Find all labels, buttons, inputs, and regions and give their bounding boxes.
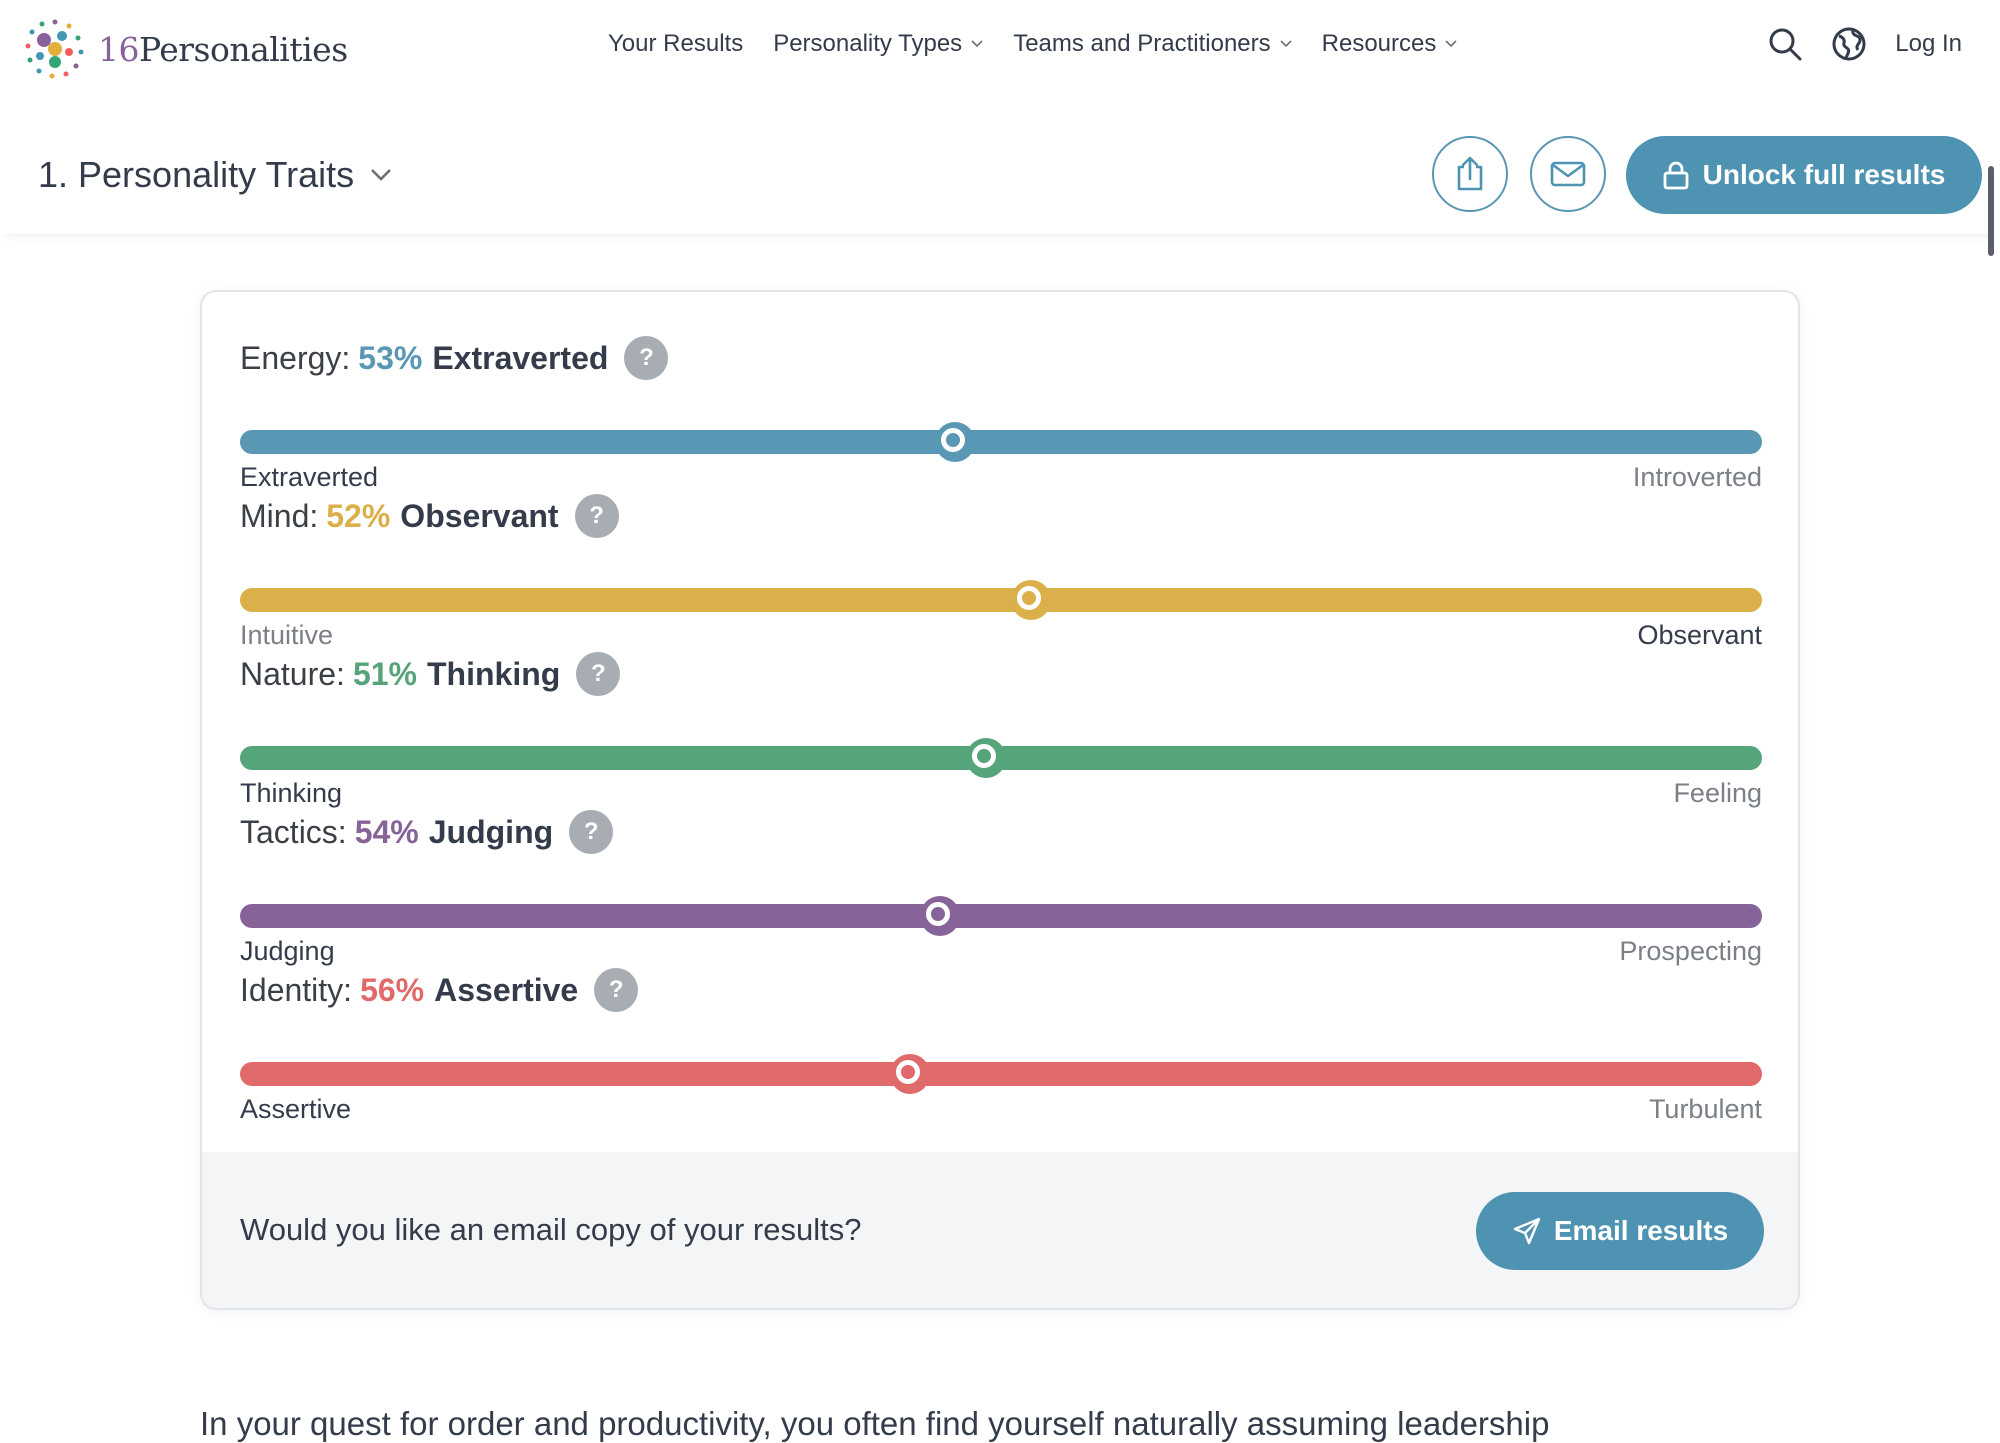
- share-icon: [1457, 156, 1483, 191]
- chevron-down-icon: [1445, 40, 1457, 48]
- trait-left-pole: Judging: [240, 936, 335, 966]
- trait-name: Identity:: [240, 971, 353, 1008]
- nav-personality-types[interactable]: Personality Types: [773, 30, 983, 58]
- nav-your-results[interactable]: Your Results: [608, 30, 743, 58]
- nav-teams-practitioners[interactable]: Teams and Practitioners: [1013, 30, 1292, 58]
- section-header-bar: 1. Personality Traits Unlock full result…: [0, 98, 2000, 234]
- trait-heading: Identity: 56% Assertive ?: [240, 962, 639, 1018]
- trait-heading: Tactics: 54% Judging ?: [240, 804, 614, 860]
- trait-tactics: Tactics: 54% Judging ? Judging Prospecti…: [240, 804, 1762, 966]
- trait-type: Observant: [400, 497, 559, 534]
- share-button[interactable]: [1432, 136, 1508, 212]
- trait-type: Extraverted: [432, 339, 609, 376]
- mail-icon: [1550, 161, 1586, 187]
- help-icon[interactable]: ?: [576, 652, 621, 696]
- trait-name: Mind:: [240, 497, 319, 534]
- trait-left-pole: Assertive: [240, 1094, 352, 1124]
- trait-energy: Energy: 53% Extraverted ? Extraverted In…: [240, 330, 1762, 492]
- log-in-link[interactable]: Log In: [1895, 30, 1962, 57]
- trait-slider-track: [240, 896, 1762, 936]
- results-intro-paragraph: In your quest for order and productivity…: [200, 1405, 1550, 1442]
- trait-left-pole: Thinking: [240, 778, 343, 808]
- trait-slider-knob[interactable]: [920, 896, 961, 936]
- email-prompt: Would you like an email copy of your res…: [240, 1212, 862, 1247]
- trait-right-pole: Prospecting: [1619, 936, 1762, 966]
- trait-right-pole: Feeling: [1673, 778, 1762, 808]
- chevron-down-icon: [971, 40, 983, 48]
- trait-left-pole: Intuitive: [240, 620, 334, 650]
- logo-wordmark: 16Personalities: [98, 30, 348, 69]
- logo-dots-icon: [25, 19, 84, 79]
- trait-heading: Mind: 52% Observant ?: [240, 488, 619, 544]
- unlock-full-results-button[interactable]: Unlock full results: [1626, 136, 1982, 214]
- email-icon-button[interactable]: [1530, 136, 1606, 212]
- trait-percent: 53%: [358, 339, 423, 376]
- section-title: 1. Personality Traits: [38, 154, 355, 195]
- trait-percent: 54%: [354, 813, 419, 850]
- trait-slider-track: [240, 580, 1762, 620]
- logo-number: 16: [98, 29, 140, 69]
- trait-heading: Energy: 53% Extraverted ?: [240, 330, 669, 386]
- trait-percent: 51%: [352, 655, 417, 692]
- main-menu: Your Results Personality Types Teams and…: [608, 30, 1487, 58]
- nav-resources[interactable]: Resources: [1322, 30, 1458, 58]
- top-navigation: 16Personalities Your Results Personality…: [0, 0, 2000, 98]
- trait-slider-track: [240, 1054, 1762, 1094]
- send-icon: [1513, 1217, 1541, 1245]
- help-icon[interactable]: ?: [574, 494, 619, 538]
- nav-resources-label: Resources: [1321, 30, 1437, 57]
- email-results-button[interactable]: Email results: [1476, 1192, 1764, 1270]
- nav-teams-practitioners-label: Teams and Practitioners: [1013, 30, 1271, 57]
- chevron-down-icon: [371, 169, 392, 181]
- email-button-label: Email results: [1553, 1215, 1729, 1246]
- trait-type: Judging: [428, 813, 554, 850]
- trait-slider-track: [240, 422, 1762, 462]
- trait-type: Thinking: [426, 655, 561, 692]
- chevron-down-icon: [1280, 40, 1292, 48]
- trait-right-pole: Introverted: [1632, 462, 1762, 492]
- help-icon[interactable]: ?: [569, 810, 614, 854]
- unlock-button-label: Unlock full results: [1702, 159, 1946, 190]
- logo-word: Personalities: [139, 29, 348, 69]
- trait-slider-knob[interactable]: [935, 422, 976, 462]
- personality-traits-card: Energy: 53% Extraverted ? Extraverted In…: [200, 290, 1800, 1310]
- globe-icon[interactable]: [1831, 26, 1867, 62]
- page-scrollbar[interactable]: [1988, 166, 1994, 256]
- trait-slider-knob[interactable]: [965, 738, 1006, 778]
- search-icon[interactable]: [1767, 26, 1803, 62]
- email-results-strip: Would you like an email copy of your res…: [202, 1152, 1798, 1308]
- site-logo[interactable]: 16Personalities: [22, 14, 348, 84]
- trait-type: Assertive: [434, 971, 579, 1008]
- trait-identity: Identity: 56% Assertive ? Assertive Turb…: [240, 962, 1762, 1124]
- trait-percent: 56%: [360, 971, 425, 1008]
- help-icon[interactable]: ?: [624, 336, 669, 380]
- nav-personality-types-label: Personality Types: [773, 30, 963, 57]
- trait-right-pole: Observant: [1637, 620, 1762, 650]
- trait-nature: Nature: 51% Thinking ? Thinking Feeling: [240, 646, 1762, 808]
- lock-icon: [1663, 161, 1689, 190]
- trait-heading: Nature: 51% Thinking ?: [240, 646, 621, 702]
- trait-left-pole: Extraverted: [240, 462, 379, 492]
- trait-percent: 52%: [326, 497, 391, 534]
- trait-slider-knob[interactable]: [1011, 580, 1052, 620]
- help-icon[interactable]: ?: [594, 968, 639, 1012]
- section-title-dropdown[interactable]: 1. Personality Traits: [38, 154, 392, 196]
- nav-your-results-label: Your Results: [608, 30, 744, 57]
- trait-slider-track: [240, 738, 1762, 778]
- nav-utilities: Log In: [1767, 26, 1962, 62]
- trait-mind: Mind: 52% Observant ? Intuitive Observan…: [240, 488, 1762, 650]
- trait-slider-knob[interactable]: [889, 1054, 930, 1094]
- trait-name: Tactics:: [240, 813, 347, 850]
- trait-name: Nature:: [240, 655, 345, 692]
- trait-right-pole: Turbulent: [1648, 1094, 1762, 1124]
- trait-name: Energy:: [240, 339, 351, 376]
